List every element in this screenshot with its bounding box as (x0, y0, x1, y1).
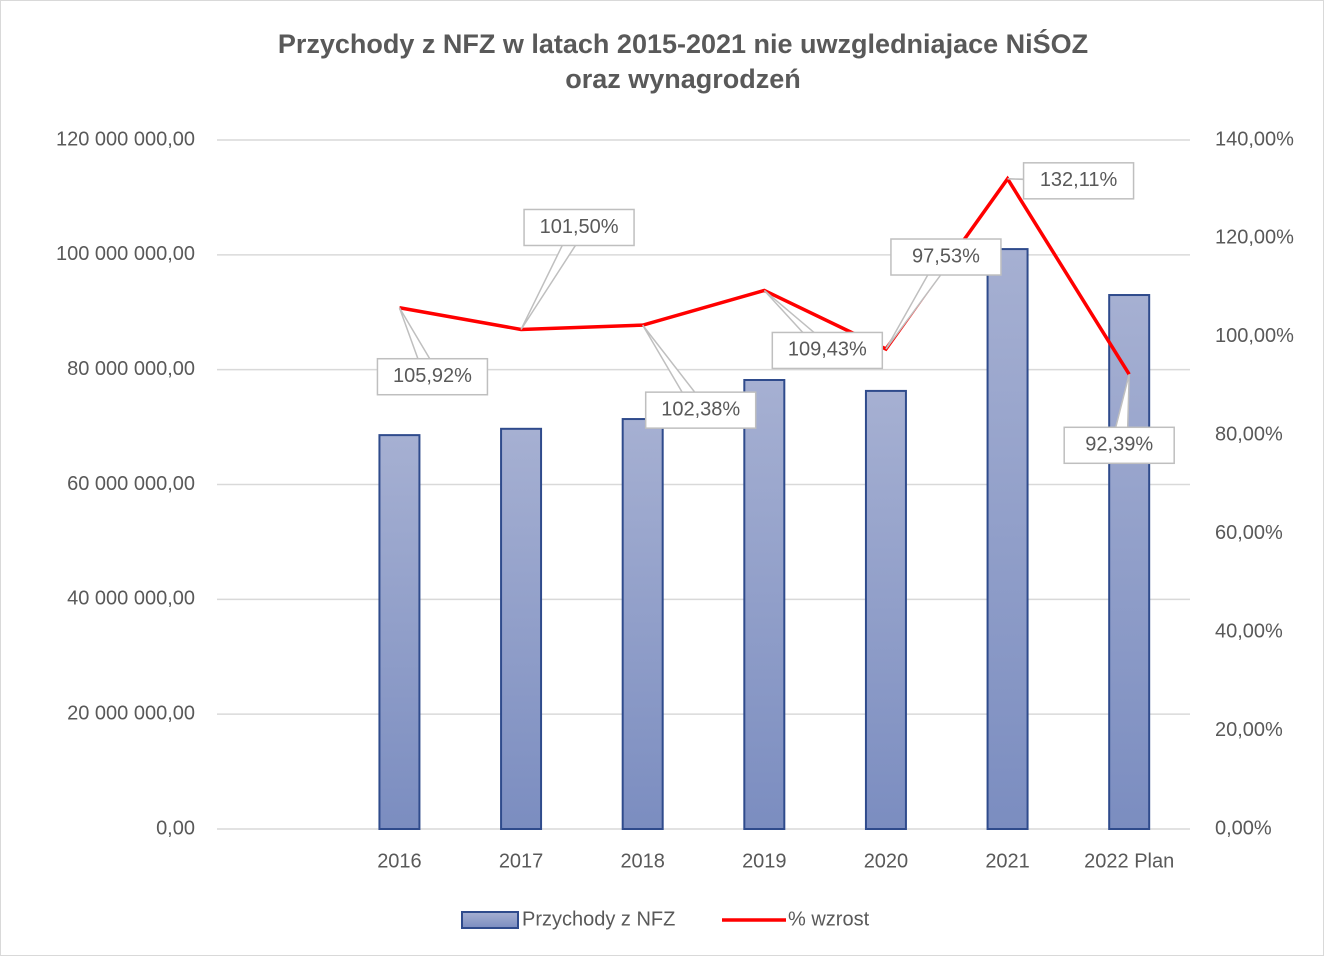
bar (986, 248, 1029, 830)
bar (621, 418, 664, 830)
data-label-box (523, 208, 635, 247)
data-label: 109,43% (788, 339, 867, 361)
data-label: 105,92% (393, 365, 472, 387)
data-label: 92,39% (1085, 434, 1153, 456)
y-tick-label: 60 000 000,00 (67, 473, 195, 495)
data-label-box (771, 331, 884, 370)
bar (500, 427, 543, 830)
y2-tick-label: 120,00% (1215, 227, 1294, 249)
x-tick-label: 2018 (620, 850, 665, 872)
x-tick-label: 2020 (864, 850, 909, 872)
data-label-box (890, 238, 1002, 276)
bar (378, 434, 421, 830)
y-tick-label: 100 000 000,00 (56, 243, 195, 265)
y2-tick-label: 60,00% (1215, 522, 1283, 544)
y-tick-label: 0,00 (156, 817, 195, 839)
x-tick-label: 2016 (377, 850, 422, 872)
data-label-box (376, 357, 489, 396)
y-tick-label: 80 000 000,00 (67, 358, 195, 380)
y2-tick-label: 100,00% (1215, 325, 1294, 347)
y-tick-label: 120 000 000,00 (56, 128, 195, 150)
data-label-box (1022, 162, 1135, 200)
bar (743, 379, 786, 830)
x-tick-label: 2017 (499, 850, 544, 872)
legend-label: Przychody z NFZ (522, 908, 675, 930)
data-label-box (1063, 426, 1175, 465)
legend-swatch (461, 911, 519, 929)
y2-tick-label: 0,00% (1215, 817, 1272, 839)
y2-tick-label: 40,00% (1215, 620, 1283, 642)
legend-label: % wzrost (788, 908, 870, 930)
y-tick-label: 20 000 000,00 (67, 702, 195, 724)
data-label: 132,11% (1040, 169, 1118, 191)
chart-title: Przychody z NFZ w latach 2015-2021 nie u… (278, 28, 1088, 59)
y2-tick-label: 80,00% (1215, 424, 1283, 446)
x-tick-label: 2022 Plan (1084, 850, 1174, 872)
data-label: 101,50% (540, 216, 619, 238)
data-label-box (644, 391, 757, 429)
bar (864, 389, 907, 830)
y-tick-label: 40 000 000,00 (67, 588, 195, 610)
x-tick-label: 2019 (742, 850, 787, 872)
y2-tick-label: 20,00% (1215, 719, 1283, 741)
chart-title: oraz wynagrodzeń (565, 64, 801, 94)
data-label: 102,38% (661, 398, 740, 420)
data-label: 97,53% (912, 245, 980, 267)
x-tick-label: 2021 (985, 850, 1030, 872)
y2-tick-label: 140,00% (1215, 128, 1294, 150)
